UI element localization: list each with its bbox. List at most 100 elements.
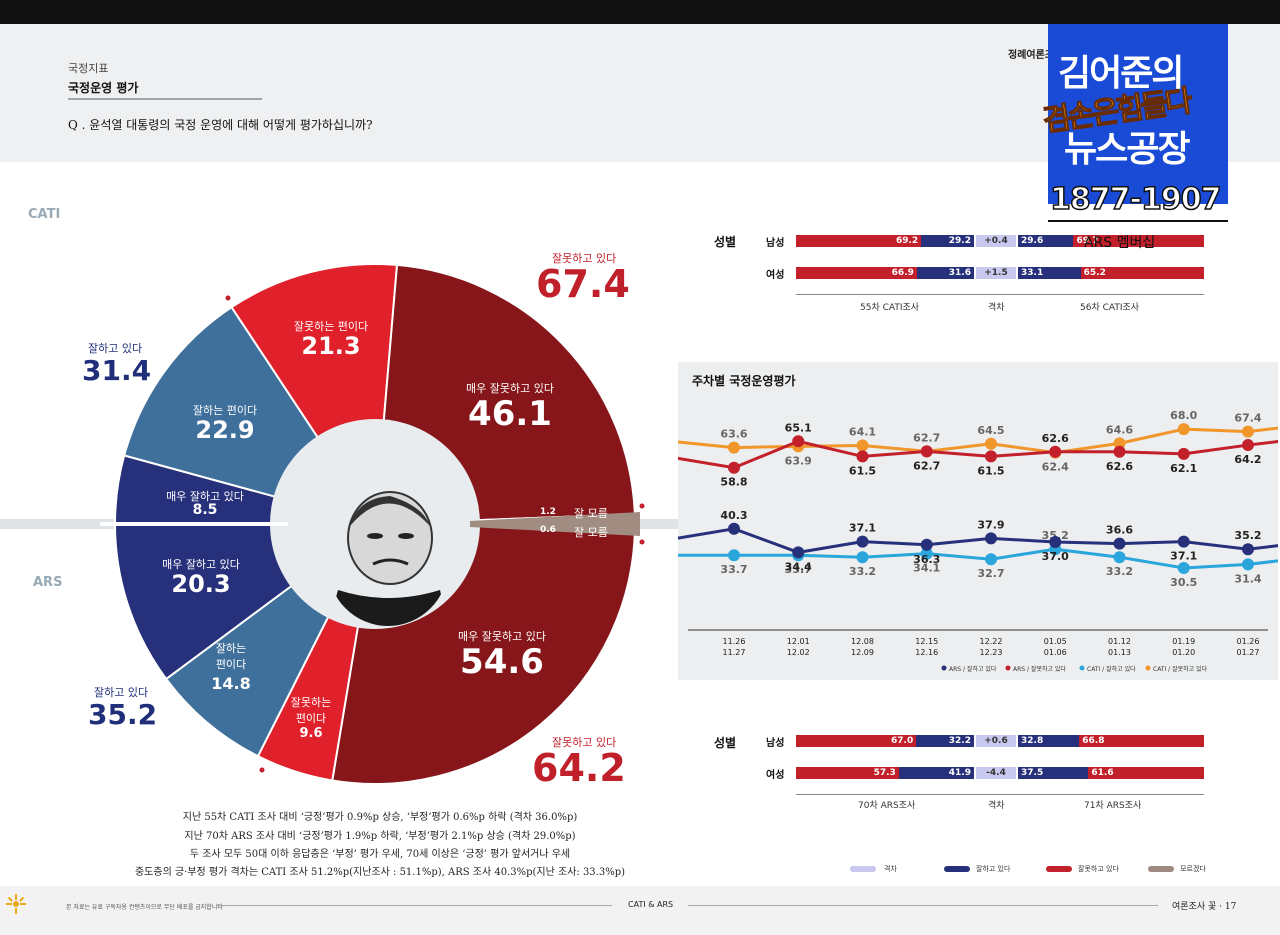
legend-swatch-neg [1046,866,1072,872]
data-point [1049,445,1062,458]
ars-pos-total-label: 잘하고 있다 [94,686,149,699]
gender-bar-b-pos: 29.6 [1018,235,1074,247]
x-tick-label: 11.26 [723,637,746,646]
gender-bar-a-pos: 32.2 [916,735,974,747]
cati-pos-total: 31.4 [82,354,152,387]
seg-cati-pos-very-label: 매우 잘하고 있다 [166,490,244,503]
seg-ars-pos-very-label: 매우 잘하고 있다 [162,558,240,571]
data-label: 37.1 [849,522,876,535]
gender-bar-diff: -4.4 [976,767,1016,779]
legend-entry: ARS / 잘못하고 있다 [1013,665,1066,673]
data-point [1242,558,1254,571]
x-tick-label: 12.23 [980,648,1003,657]
data-label: 65.1 [785,421,812,434]
legend-dk: 모르겠다 [1180,865,1206,873]
page-number: 여론조사 꽃 · 17 [1172,902,1237,912]
gender-row-label: 여성 [766,770,785,781]
data-label: 35.2 [1042,529,1069,542]
data-label: 63.9 [785,454,812,467]
x-tick-label: 01.19 [1172,637,1195,646]
seg-cati-neg-somewhat-label: 잘못하는 편이다 [293,320,369,333]
data-point [728,549,740,562]
publisher: 정례여론조 [1008,50,1054,61]
line-chart: 11.26 11.27 12.01 12.02 12.08 12.09 12.15 12.16… [678,409,1278,673]
seg-cati-pos-somewhat: 22.9 [195,416,255,444]
seg-ars-pos-somewhat: 14.8 [211,674,251,693]
seg-ars-neg-somewhat: 9.6 [299,726,323,741]
x-tick-label: 12.08 [851,637,874,646]
gender-top-col-mid: 격차 [988,303,1005,313]
data-point [856,439,869,452]
donut-chart [0,263,680,785]
legend-swatch-gap [850,866,876,872]
data-label: 64.6 [1106,423,1133,436]
seg-ars-pos-somewhat-label2: 편이다 [215,658,247,671]
x-tick-label: 01.26 [1237,637,1260,646]
x-tick-label: 12.15 [915,637,938,646]
cati-neg-total-label: 잘못하고 있다 [552,252,617,265]
x-tick-label: 01.13 [1108,648,1131,657]
data-label: 62.7 [913,431,940,444]
seg-cati-dk: 1.2 [540,507,556,517]
data-point [1113,537,1126,550]
gender-bottom-col-mid: 격차 [988,801,1005,811]
legend-swatch-pos [944,866,970,872]
footer-rule-right [688,905,1158,906]
x-tick-label: 11.27 [723,648,746,657]
phone-number: 1877-1907 [1049,181,1222,218]
gender-top-title: 성별 [714,235,737,249]
gender-bar-b-pos: 37.5 [1018,767,1089,779]
footer-rule-left [216,905,612,906]
data-point [1113,437,1126,450]
data-label: 62.4 [1042,461,1069,474]
seg-cati-pos-very: 8.5 [192,502,218,518]
data-point [792,546,805,559]
gender-bottom-axis [796,794,1204,795]
membership-label: ARS 멤버십 [1084,235,1156,251]
data-point [1177,535,1190,548]
legend-marker [1005,665,1011,671]
data-point [728,441,740,454]
data-label: 37.9 [977,518,1004,531]
cati-label: CATI [28,207,61,222]
title-underline [68,98,262,100]
gender-row-label: 여성 [766,270,785,281]
data-point [920,445,933,458]
data-label: 33.2 [849,565,876,578]
legend-entry: CATI / 잘하고 있다 [1087,665,1136,673]
data-label: 67.4 [1234,412,1261,425]
seg-ars-neg-somewhat-label2: 편이다 [295,712,327,725]
ars-pos-total: 35.2 [88,698,158,731]
ars-neg-total-label: 잘못하고 있다 [552,736,617,749]
legend-marker [941,665,947,671]
data-label: 40.3 [720,509,747,522]
gender-row-label: 남성 [766,738,785,749]
gender-bar-a-neg: 69.2 [796,235,922,247]
x-tick-label: 01.12 [1108,637,1131,646]
legend-entry: ARS / 잘하고 있다 [949,665,997,673]
data-point [1113,445,1126,458]
data-point [1242,543,1254,556]
x-tick-label: 12.01 [787,637,810,646]
x-tick-label: 01.06 [1044,648,1067,657]
data-label: 37.1 [1170,550,1197,563]
data-label: 30.5 [1170,576,1197,589]
data-label: 32.7 [977,567,1004,580]
portrait-icon [328,491,448,626]
data-point [856,535,869,548]
gender-bottom-col-a: 70차 ARS조사 [858,801,916,811]
seg-cati-dk-label: 잘 모름 [574,507,608,520]
note-3: 두 조사 모두 50대 이하 응답층은 ‘부정’ 평가 우세, 70세 이상은 … [189,849,571,860]
seg-ars-neg-very-label: 매우 잘못하고 있다 [458,630,546,643]
data-point [1242,425,1254,438]
x-tick-label: 12.02 [787,648,810,657]
marker-dot [639,539,645,545]
data-label: 34.4 [785,560,812,573]
data-label: 36.3 [913,553,940,566]
report-page: 국정지표 국정운영 평가 Q . 윤석열 대통령의 국정 운영에 대해 어떻게 … [0,24,1280,935]
data-label: 62.1 [1170,462,1197,475]
seg-ars-neg-somewhat-label1: 잘못하는 [290,696,332,709]
data-label: 63.6 [720,428,747,441]
x-tick-label: 01.27 [1237,648,1260,657]
footer-center: CATI & ARS [628,900,674,909]
